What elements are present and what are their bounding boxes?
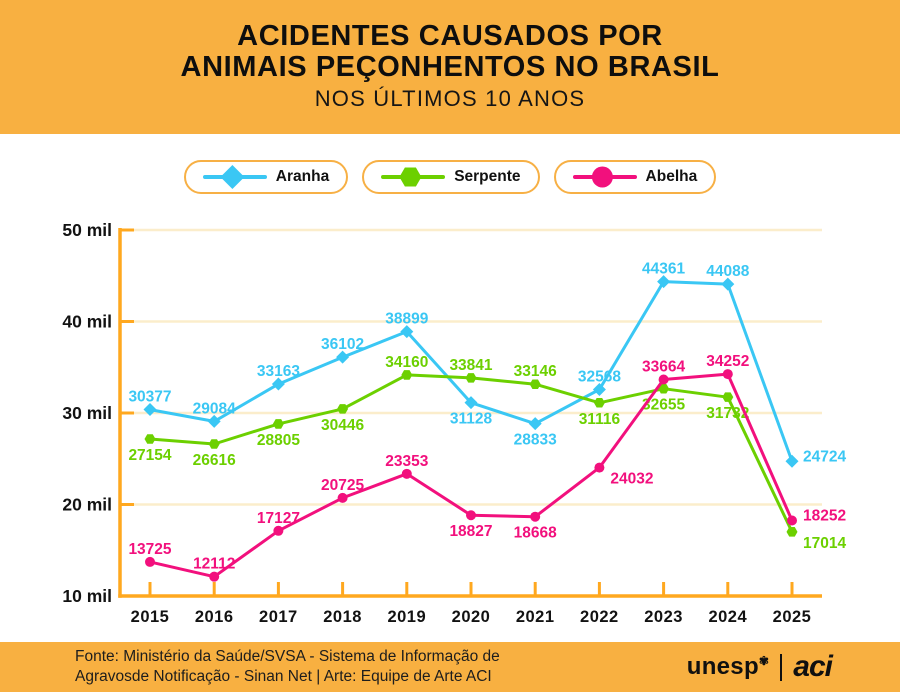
circle-marker-icon: [591, 166, 613, 188]
svg-text:30446: 30446: [321, 417, 364, 434]
svg-text:34160: 34160: [385, 354, 428, 371]
svg-text:31128: 31128: [450, 411, 493, 428]
svg-text:44088: 44088: [706, 263, 749, 280]
svg-text:32568: 32568: [578, 369, 621, 386]
page-title-line2: ANIMAIS PEÇONHENTOS NO BRASIL: [180, 51, 720, 83]
svg-text:44361: 44361: [642, 261, 685, 278]
svg-text:13725: 13725: [128, 541, 171, 558]
svg-text:28833: 28833: [514, 432, 557, 449]
svg-text:31116: 31116: [579, 411, 621, 428]
svg-text:2017: 2017: [259, 608, 298, 626]
svg-text:24032: 24032: [610, 471, 653, 488]
svg-text:2022: 2022: [580, 608, 619, 626]
line-chart: 50 mil 40 mil 30 mil 20 mil 10 mil 2015 2016 20…: [62, 220, 846, 626]
legend-item-abelha: Abelha: [553, 160, 717, 194]
legend-item-aranha: Aranha: [183, 160, 349, 194]
svg-text:24724: 24724: [803, 448, 846, 465]
svg-text:30 mil: 30 mil: [62, 403, 112, 423]
svg-text:12112: 12112: [193, 556, 235, 573]
svg-text:2018: 2018: [323, 608, 362, 626]
hexagon-marker-icon: [399, 167, 422, 187]
logos: unesp✾ aci: [686, 650, 833, 684]
svg-text:27154: 27154: [128, 447, 171, 464]
unesp-logo: unesp✾: [686, 653, 770, 680]
svg-text:50 mil: 50 mil: [62, 220, 112, 240]
aci-logo: aci: [793, 650, 833, 683]
svg-text:33841: 33841: [449, 357, 492, 374]
legend-label: Serpente: [454, 168, 521, 185]
svg-text:2015: 2015: [131, 608, 170, 626]
svg-text:2023: 2023: [644, 608, 683, 626]
svg-text:32655: 32655: [642, 397, 685, 414]
svg-text:38899: 38899: [385, 311, 428, 328]
svg-text:2021: 2021: [516, 608, 555, 626]
svg-text:20 mil: 20 mil: [62, 495, 112, 515]
bottom-strip: [0, 692, 900, 698]
svg-text:31732: 31732: [706, 405, 749, 422]
legend-label: Abelha: [645, 168, 698, 185]
svg-text:2025: 2025: [773, 608, 812, 626]
chart-section: Aranha Serpente Abelha 50 mil 40 mil 30 mi…: [0, 134, 900, 642]
legend-swatch: [572, 164, 637, 190]
svg-text:2024: 2024: [708, 608, 747, 626]
svg-text:2019: 2019: [387, 608, 426, 626]
legend-item-serpente: Serpente: [362, 160, 540, 194]
svg-text:33664: 33664: [642, 358, 685, 375]
svg-text:2016: 2016: [195, 608, 234, 626]
svg-text:17014: 17014: [803, 535, 846, 552]
svg-text:36102: 36102: [321, 336, 364, 353]
svg-text:28805: 28805: [257, 432, 300, 449]
svg-text:26616: 26616: [193, 452, 236, 469]
svg-text:23353: 23353: [385, 453, 428, 470]
header-banner: ACIDENTES CAUSADOS POR ANIMAIS PEÇONHENT…: [0, 0, 900, 134]
logo-divider: [780, 653, 783, 681]
chart-legend: Aranha Serpente Abelha: [0, 160, 900, 194]
svg-text:18827: 18827: [449, 523, 492, 540]
svg-text:29084: 29084: [193, 400, 236, 417]
svg-text:33146: 33146: [514, 363, 557, 380]
diamond-marker-icon: [220, 165, 245, 189]
svg-text:20725: 20725: [321, 477, 364, 494]
legend-swatch: [202, 164, 267, 190]
page-subtitle: NOS ÚLTIMOS 10 ANOS: [314, 86, 586, 111]
legend-label: Aranha: [275, 168, 330, 185]
unesp-leaf-icon: ✾: [758, 654, 770, 668]
svg-text:34252: 34252: [706, 353, 749, 370]
svg-text:33163: 33163: [257, 363, 300, 380]
legend-swatch: [381, 164, 446, 190]
source-credit: Fonte: Ministério da Saúde/SVSA - Sistem…: [75, 647, 500, 687]
footer-banner: Fonte: Ministério da Saúde/SVSA - Sistem…: [0, 642, 900, 692]
source-line1: Fonte: Ministério da Saúde/SVSA - Sistem…: [75, 648, 500, 665]
svg-text:18668: 18668: [514, 525, 557, 542]
svg-text:40 mil: 40 mil: [62, 312, 112, 332]
svg-text:18252: 18252: [803, 507, 846, 524]
svg-text:17127: 17127: [257, 510, 300, 527]
svg-text:2020: 2020: [452, 608, 491, 626]
svg-text:10 mil: 10 mil: [62, 586, 112, 606]
svg-text:30377: 30377: [128, 389, 171, 406]
page-title-line1: ACIDENTES CAUSADOS POR: [237, 20, 663, 52]
source-line2: Agravosde Notificação - Sinan Net | Arte…: [75, 668, 492, 685]
